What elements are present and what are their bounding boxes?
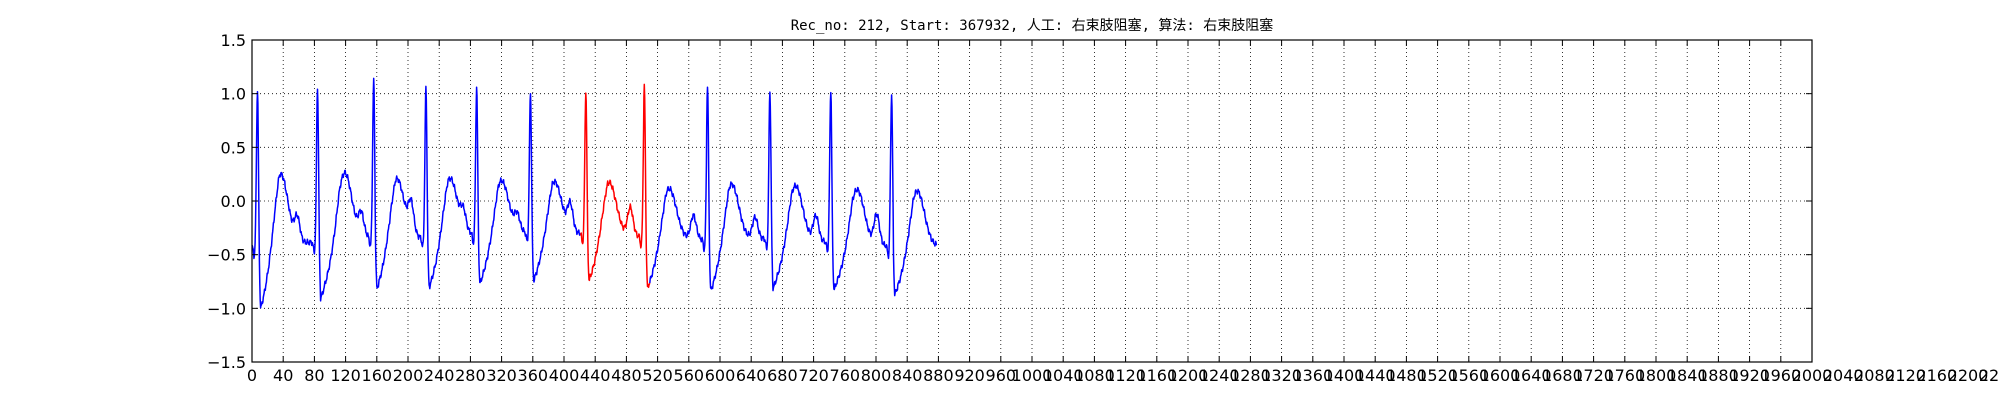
x-tick-label: 1480 (1386, 366, 1427, 385)
y-tick-label: −0.5 (207, 246, 246, 265)
x-tick-label: 240 (424, 366, 455, 385)
x-tick-label: 480 (611, 366, 642, 385)
ecg-segment-highlighted (580, 83, 651, 289)
x-tick-label: 1040 (1043, 366, 1084, 385)
x-tick-label: 600 (705, 366, 736, 385)
x-tick-label: 720 (798, 366, 829, 385)
x-tick-label: 1520 (1417, 366, 1458, 385)
x-tick-label: 1840 (1667, 366, 1708, 385)
y-axis-ticks: −1.5 −1.0 −0.5 0.0 0.5 1.0 1.5 (207, 31, 1812, 372)
x-axis-ticks: 0 40 80 120 160 200 240 280 320 360 400 440 480 520 56… (247, 40, 2000, 385)
x-tick-label: 360 (518, 366, 549, 385)
ecg-segment-normal (251, 77, 582, 309)
y-tick-label: 1.5 (221, 31, 246, 50)
x-tick-label: 2080 (1854, 366, 1895, 385)
x-tick-label: 1080 (1074, 366, 1115, 385)
x-tick-label: 840 (892, 366, 923, 385)
x-tick-label: 1400 (1324, 366, 1365, 385)
chart-title: Rec_no: 212, Start: 367932, 人工: 右束肢阻塞, 算… (791, 17, 1274, 34)
x-tick-label: 560 (674, 366, 705, 385)
ecg-segment-normal (649, 86, 938, 297)
x-tick-label: 1920 (1729, 366, 1770, 385)
x-tick-label: 40 (273, 366, 293, 385)
x-tick-label: 1640 (1511, 366, 1552, 385)
x-tick-label: 440 (580, 366, 611, 385)
x-tick-label: 1240 (1199, 366, 1240, 385)
x-tick-label: 1600 (1480, 366, 1521, 385)
x-tick-label: 960 (986, 366, 1017, 385)
y-tick-label: 1.0 (221, 85, 246, 104)
y-tick-label: −1.0 (207, 299, 246, 318)
x-tick-label: 280 (455, 366, 486, 385)
y-tick-label: 0.5 (221, 138, 246, 157)
x-tick-label: 800 (861, 366, 892, 385)
x-tick-label: 1880 (1698, 366, 1739, 385)
x-tick-label: 1760 (1604, 366, 1645, 385)
x-tick-label: 1160 (1136, 366, 1177, 385)
x-tick-label: 1960 (1760, 366, 1801, 385)
x-tick-label: 2160 (1916, 366, 1957, 385)
y-tick-label: −1.5 (207, 353, 246, 372)
x-tick-label: 2040 (1823, 366, 1864, 385)
x-tick-label: 1360 (1292, 366, 1333, 385)
x-tick-label: 1560 (1448, 366, 1489, 385)
x-tick-label: 1680 (1542, 366, 1583, 385)
x-tick-label: 760 (830, 366, 861, 385)
x-tick-label: 2120 (1885, 366, 1926, 385)
x-tick-label: 880 (923, 366, 954, 385)
x-tick-label: 320 (486, 366, 517, 385)
x-tick-label: 400 (549, 366, 580, 385)
grid-lines (251, 39, 1813, 363)
x-tick-label: 2200 (1948, 366, 1989, 385)
x-tick-label: 520 (642, 366, 673, 385)
x-tick-label: 1200 (1168, 366, 1209, 385)
x-tick-label: 680 (767, 366, 798, 385)
x-tick-label: 1800 (1636, 366, 1677, 385)
x-tick-label: 920 (954, 366, 985, 385)
x-tick-label: 120 (330, 366, 361, 385)
y-tick-label: 0.0 (221, 192, 246, 211)
x-tick-label: 1120 (1105, 366, 1146, 385)
x-tick-label: 160 (362, 366, 393, 385)
x-tick-label: 1440 (1355, 366, 1396, 385)
x-tick-label: 200 (393, 366, 424, 385)
x-tick-label: 1000 (1012, 366, 1053, 385)
x-tick-label: 640 (736, 366, 767, 385)
x-tick-label: 1720 (1573, 366, 1614, 385)
x-tick-label: 2000 (1792, 366, 1833, 385)
x-tick-label: 2240 (1979, 366, 2000, 385)
x-tick-label: 1320 (1261, 366, 1302, 385)
ecg-series (251, 77, 938, 309)
x-tick-label: 1280 (1230, 366, 1271, 385)
x-tick-label: 80 (304, 366, 324, 385)
x-tick-label: 0 (247, 366, 257, 385)
